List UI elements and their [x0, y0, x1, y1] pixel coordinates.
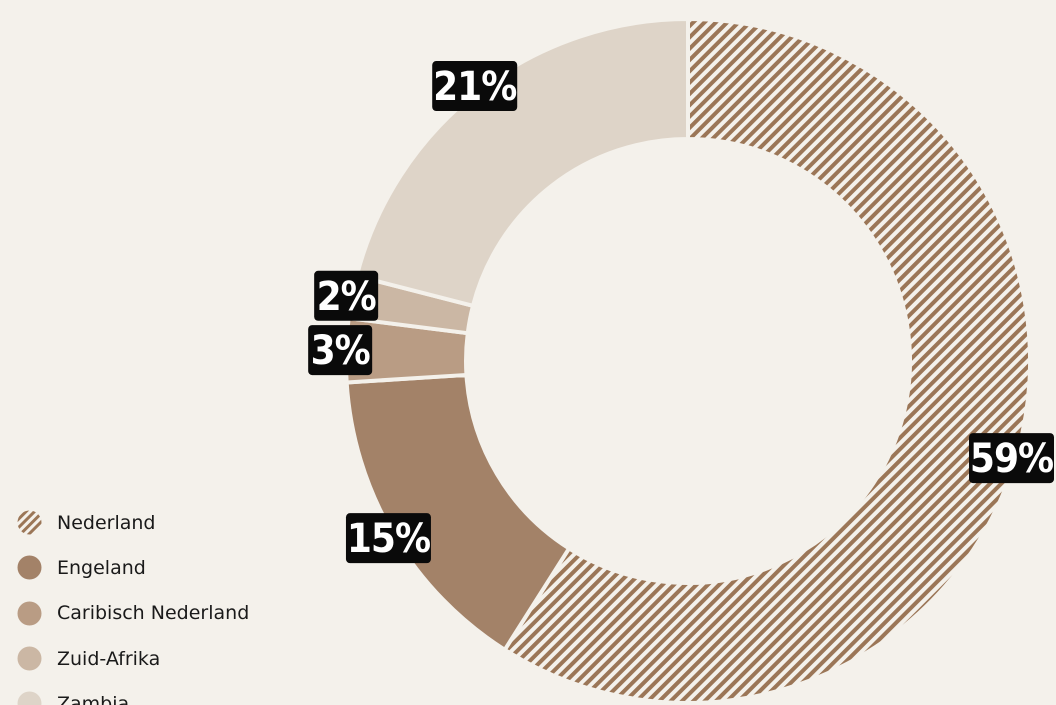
legend-item-engeland: Engeland: [17, 545, 249, 590]
data-label: 2%: [314, 270, 379, 321]
data-label: 59%: [969, 433, 1054, 484]
striped-circle-icon: [17, 510, 42, 535]
data-label-text: 2%: [317, 274, 376, 320]
data-label-box: [345, 513, 431, 564]
data-label-box: [969, 433, 1054, 484]
circle-icon: [17, 601, 42, 626]
slice-zambia: [354, 17, 690, 308]
legend-label: Zambia: [57, 692, 130, 705]
legend-item-zuid-afrika: Zuid-Afrika: [17, 636, 249, 681]
legend-label: Nederland: [57, 511, 156, 534]
chart-legend: Nederland Engeland Caribisch Nederland: [17, 500, 249, 705]
circle-icon: [17, 691, 42, 705]
slice-nederland: [502, 17, 1032, 705]
legend-item-zambia: Zambia: [17, 681, 249, 705]
legend-item-caribisch-nederland: Caribisch Nederland: [17, 591, 249, 636]
legend-label: Zuid-Afrika: [57, 647, 161, 670]
circle-icon: [17, 555, 42, 580]
data-label-text: 21%: [433, 64, 516, 110]
circle-icon: [17, 646, 42, 671]
legend-label: Caribisch Nederland: [57, 602, 250, 625]
data-label-box: [308, 325, 373, 376]
legend-item-nederland: Nederland: [17, 500, 249, 545]
data-label-box: [314, 270, 379, 321]
data-label-text: 59%: [970, 436, 1053, 482]
data-label: 15%: [345, 513, 431, 564]
data-label-text: 3%: [311, 328, 370, 374]
data-label-text: 15%: [347, 516, 430, 562]
data-label: 3%: [308, 325, 373, 376]
data-label-box: [432, 61, 518, 112]
legend-label: Engeland: [57, 556, 146, 579]
data-label: 21%: [432, 61, 518, 112]
